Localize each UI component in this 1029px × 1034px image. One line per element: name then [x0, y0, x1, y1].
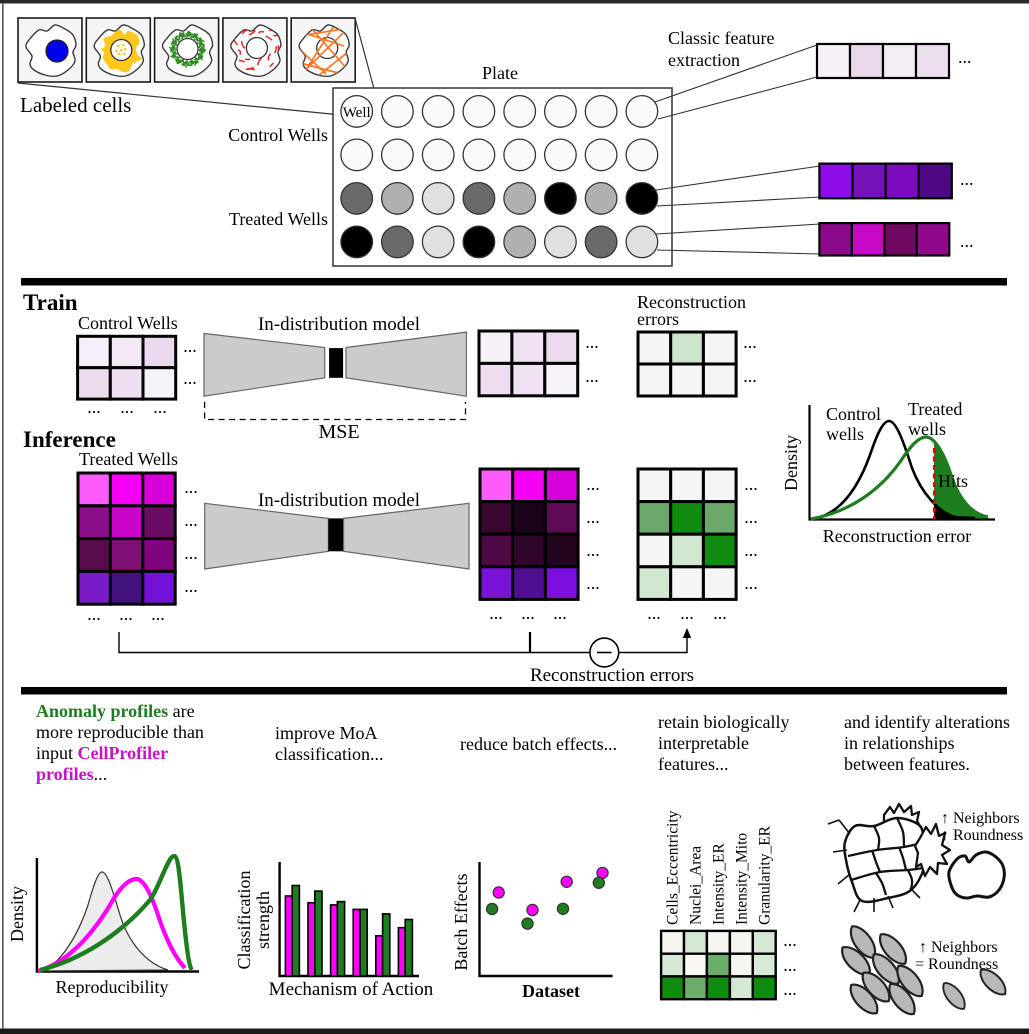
svg-text:Plate: Plate — [482, 63, 518, 83]
svg-text:interpretable: interpretable — [658, 733, 749, 753]
svg-text:more reproducible than: more reproducible than — [36, 722, 204, 742]
svg-text:...: ... — [586, 573, 600, 593]
svg-text:Nuclei_Area: Nuclei_Area — [688, 846, 705, 925]
svg-text:reduce batch effects...: reduce batch effects... — [460, 734, 617, 754]
svg-text:...: ... — [783, 955, 797, 975]
svg-text:Reproducibility: Reproducibility — [56, 977, 169, 997]
svg-text:Anomaly profiles are: Anomaly profiles are — [36, 701, 195, 721]
svg-text:...: ... — [743, 332, 757, 352]
svg-text:Control: Control — [826, 404, 881, 424]
svg-text:errors: errors — [637, 309, 679, 329]
svg-text:...: ... — [960, 169, 974, 189]
svg-text:Intensity_Mito: Intensity_Mito — [733, 833, 750, 925]
svg-text:In-distribution model: In-distribution model — [258, 314, 420, 335]
svg-text:...: ... — [743, 366, 757, 386]
svg-text:wells: wells — [826, 424, 864, 444]
svg-text:...: ... — [184, 576, 198, 596]
svg-text:Classification: Classification — [234, 871, 254, 970]
svg-text:classification...: classification... — [275, 744, 383, 764]
svg-text:improve MoA: improve MoA — [275, 723, 378, 743]
svg-text:Labeled cells: Labeled cells — [20, 93, 131, 117]
svg-text:Batch Effects: Batch Effects — [451, 873, 471, 970]
svg-text:Reconstruction: Reconstruction — [637, 292, 746, 312]
svg-text:Well: Well — [343, 105, 371, 121]
svg-text:...: ... — [521, 603, 535, 623]
svg-text:...: ... — [120, 397, 134, 417]
svg-text:MSE: MSE — [318, 421, 359, 443]
svg-text:...: ... — [151, 604, 165, 624]
svg-text:Treated Wells: Treated Wells — [229, 209, 328, 229]
svg-text:between features.: between features. — [844, 754, 970, 774]
svg-text:and identify alterations: and identify alterations — [844, 712, 1010, 732]
svg-text:...: ... — [647, 603, 661, 623]
svg-text:Control Wells: Control Wells — [78, 313, 178, 333]
svg-text:...: ... — [184, 477, 198, 497]
svg-text:In-distribution model: In-distribution model — [258, 490, 420, 511]
svg-text:...: ... — [87, 397, 101, 417]
svg-text:↑ Neighbors: ↑ Neighbors — [919, 939, 998, 956]
svg-text:...: ... — [553, 603, 567, 623]
svg-text:Inference: Inference — [23, 427, 116, 452]
svg-text:...: ... — [713, 603, 727, 623]
svg-text:...: ... — [586, 507, 600, 527]
svg-text:= Roundness: = Roundness — [915, 956, 998, 973]
svg-text:Mechanism of Action: Mechanism of Action — [269, 979, 434, 1000]
svg-text:Intensity_ER: Intensity_ER — [710, 843, 727, 925]
svg-text:...: ... — [183, 368, 197, 388]
svg-text:...: ... — [586, 474, 600, 494]
svg-text:Classic feature: Classic feature — [668, 28, 774, 48]
svg-text:...: ... — [585, 332, 599, 352]
svg-text:...: ... — [153, 397, 167, 417]
svg-text:...: ... — [183, 336, 197, 356]
svg-text:Treated: Treated — [908, 399, 962, 419]
svg-text:profiles...: profiles... — [36, 764, 107, 784]
svg-text:Reconstruction error: Reconstruction error — [823, 526, 971, 546]
svg-text:...: ... — [680, 603, 694, 623]
svg-text:...: ... — [958, 47, 972, 67]
svg-text:Hits: Hits — [938, 471, 968, 491]
svg-text:↑ Neighbors: ↑ Neighbors — [941, 810, 1020, 827]
svg-text:...: ... — [783, 979, 797, 999]
svg-text:extraction: extraction — [668, 50, 740, 70]
svg-text:...: ... — [744, 573, 758, 593]
svg-text:strength: strength — [253, 891, 273, 949]
svg-text:wells: wells — [908, 419, 946, 439]
svg-text:Reconstruction errors: Reconstruction errors — [530, 665, 694, 686]
svg-text:...: ... — [87, 604, 101, 624]
svg-text:Treated Wells: Treated Wells — [79, 449, 178, 469]
svg-text:Cells_Eccentricity: Cells_Eccentricity — [665, 810, 682, 925]
svg-text:...: ... — [184, 510, 198, 530]
svg-text:...: ... — [744, 507, 758, 527]
svg-text:...: ... — [960, 231, 974, 251]
svg-text:Train: Train — [23, 290, 78, 315]
svg-text:Dataset: Dataset — [522, 981, 580, 1001]
svg-text:features...: features... — [658, 754, 728, 774]
svg-text:...: ... — [783, 930, 797, 950]
svg-text:...: ... — [586, 540, 600, 560]
svg-text:retain biologically: retain biologically — [658, 712, 789, 732]
svg-text:Granularity_ER: Granularity_ER — [756, 825, 773, 925]
svg-text:Density: Density — [781, 435, 801, 491]
svg-text:...: ... — [585, 366, 599, 386]
svg-text:↑ Roundness: ↑ Roundness — [941, 827, 1023, 844]
svg-text:input CellProfiler: input CellProfiler — [36, 743, 168, 763]
svg-text:Density: Density — [7, 886, 27, 942]
svg-text:in relationships: in relationships — [844, 733, 955, 753]
svg-text:...: ... — [119, 604, 133, 624]
svg-text:...: ... — [489, 603, 503, 623]
svg-text:...: ... — [744, 540, 758, 560]
svg-text:Control Wells: Control Wells — [228, 125, 328, 145]
svg-text:...: ... — [744, 474, 758, 494]
svg-text:...: ... — [184, 543, 198, 563]
